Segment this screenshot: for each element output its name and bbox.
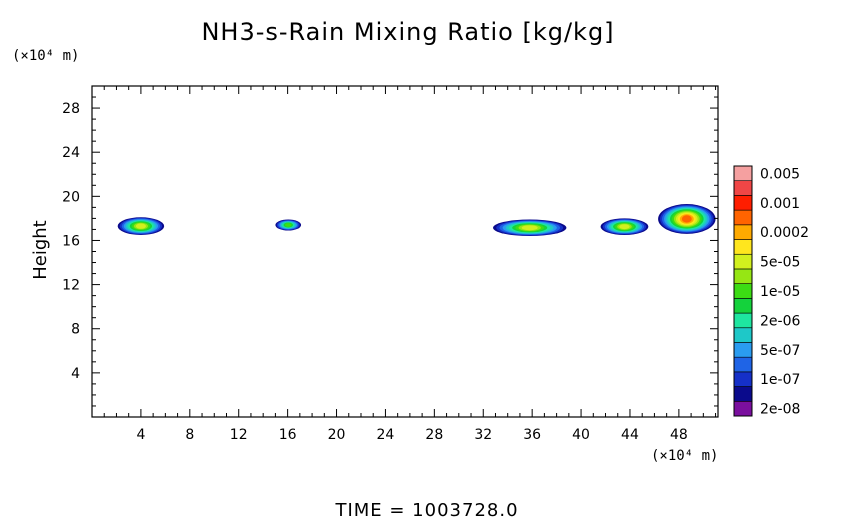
colorbar-label: 0.005	[760, 166, 800, 182]
colorbar-swatch	[733, 371, 753, 387]
colorbar-swatch	[733, 180, 753, 196]
y-tick-label: 28	[62, 101, 80, 117]
chart-title: NH3-s-Rain Mixing Ratio [kg/kg]	[201, 18, 614, 46]
colorbar-swatch	[733, 209, 753, 226]
colorbar-swatch	[733, 224, 753, 240]
x-tick-label: 20	[328, 427, 346, 443]
colorbar-swatch	[733, 165, 753, 182]
colorbar-swatch	[733, 312, 753, 329]
x-axis-unit: (×10⁴ m)	[651, 448, 718, 464]
x-tick-label: 8	[185, 427, 194, 443]
shaded-region-cloud-2	[275, 219, 302, 231]
colorbar-legend: 2e-08 1e-07 5e-07 2e-06 1e-05 5e-05 0.0002 0.00…	[733, 165, 809, 418]
shaded-region-cloud-4	[600, 218, 649, 235]
x-tick-label: 4	[136, 427, 145, 443]
contour-cloud-5-level-13	[681, 215, 692, 223]
colorbar-label: 5e-07	[760, 343, 800, 359]
x-tick-label: 28	[425, 427, 443, 443]
contour-cloud-4-level-10	[619, 224, 630, 230]
contour-cloud-1-level-10	[135, 223, 146, 229]
x-tick-label: 44	[621, 427, 639, 443]
y-tick-label: 8	[71, 322, 80, 338]
colorbar-swatch	[733, 268, 753, 284]
time-label: TIME = 1003728.0	[334, 500, 518, 519]
y-axis-unit: (×10⁴ m)	[12, 48, 79, 64]
y-tick-label: 12	[62, 278, 80, 294]
colorbar-swatch	[733, 386, 753, 402]
colorbar-label: 5e-05	[760, 255, 800, 271]
x-tick-label: 40	[572, 427, 590, 443]
shaded-region-cloud-3	[493, 219, 567, 237]
contour-cloud-3-level-10	[521, 225, 538, 231]
x-tick-label: 36	[523, 427, 541, 443]
colorbar-label: 0.0002	[760, 225, 809, 241]
y-tick-label: 20	[62, 189, 80, 205]
colorbar-swatch	[733, 342, 753, 358]
colorbar-frame	[733, 165, 753, 417]
y-axis: 4 8 12 16 20 24 28	[62, 96, 718, 407]
shaded-region-cloud-5	[658, 204, 716, 234]
colorbar-label: 2e-08	[760, 402, 800, 418]
colorbar-swatch	[733, 253, 753, 270]
plot-frame	[91, 85, 719, 418]
plot-area	[91, 85, 719, 418]
x-tick-label: 32	[474, 427, 492, 443]
y-tick-label: 24	[62, 145, 80, 161]
shaded-region-cloud-1	[117, 217, 165, 235]
colorbar-swatch	[733, 283, 753, 299]
colorbar-swatch	[733, 400, 753, 417]
x-tick-label: 12	[230, 427, 248, 443]
colorbar-swatch	[733, 239, 753, 255]
y-tick-label: 4	[71, 366, 80, 382]
colorbar-label: 1e-05	[760, 284, 800, 300]
colorbar-swatch	[733, 298, 753, 314]
colorbar-swatch	[733, 195, 753, 211]
x-tick-label: 24	[377, 427, 395, 443]
colorbar-label: 1e-07	[760, 372, 800, 388]
y-axis-label: Height	[30, 220, 51, 280]
x-tick-label: 16	[279, 427, 297, 443]
colorbar-label: 0.001	[760, 196, 800, 212]
x-axis: 4 8 12 16 20 24 28 32 36 40 44 48	[103, 86, 717, 443]
colorbar-label: 2e-06	[760, 313, 800, 329]
contour-cloud-2-level-8	[284, 223, 292, 227]
y-tick-label: 16	[62, 233, 80, 249]
colorbar-swatch	[733, 356, 753, 373]
colorbar-swatch	[733, 327, 753, 343]
x-tick-label: 48	[670, 427, 688, 443]
